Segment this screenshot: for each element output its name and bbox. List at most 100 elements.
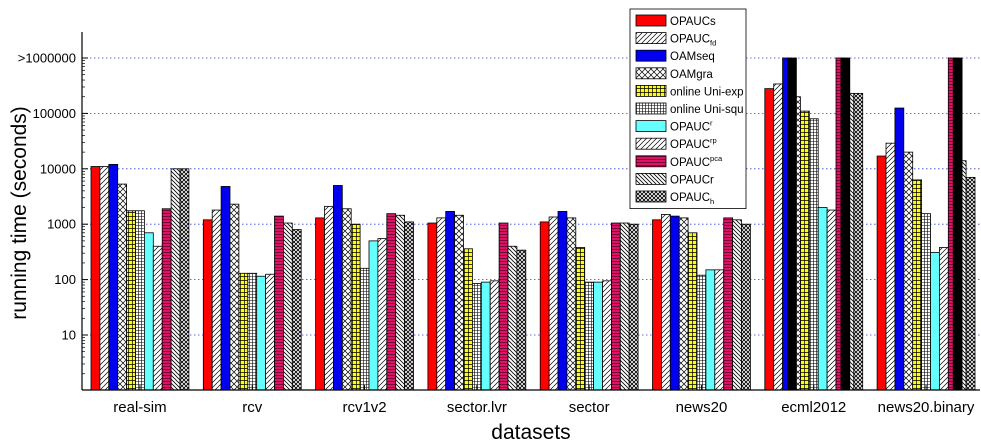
- bar-rcv-5: [238, 272, 249, 391]
- y-axis-title: running time (seconds): [8, 106, 31, 320]
- bar-real-sim-3: [108, 164, 119, 391]
- legend-swatch: [635, 155, 667, 168]
- x-axis-title: datasets: [491, 421, 570, 444]
- x-tick-labels: real-sim rcv rcv1v2 sector.lvr sector news20 e…: [113, 385, 975, 416]
- legend-swatch: [635, 190, 667, 203]
- x-tick-label: rcv1v2: [342, 399, 386, 416]
- bar-sector-8: [602, 280, 612, 391]
- bar-news20-7: [705, 269, 716, 391]
- bar-news20-6: [696, 274, 707, 391]
- legend-label-subscript: fd: [710, 39, 716, 48]
- legend-label-superscript: rp: [710, 136, 717, 145]
- bar-sector.lvr-5: [463, 248, 473, 391]
- axes: [81, 32, 980, 391]
- bar-rcv1v2-9: [386, 213, 397, 391]
- y-tick-label: 10: [62, 328, 76, 343]
- bar-rcv1v2-5: [350, 223, 361, 391]
- bar-rcv1v2-11: [404, 221, 414, 391]
- legend-label-text: OPAUC: [670, 34, 710, 46]
- bar-rcv1v2-4: [341, 208, 352, 391]
- bar-sector-5: [575, 247, 586, 391]
- x-tick-label: news20: [676, 399, 728, 416]
- bar-rcv1v2-7: [368, 240, 379, 391]
- bar-sector-1: [539, 221, 550, 391]
- bar-sector.lvr-7: [480, 281, 491, 391]
- overlay-bar-news20.binary: [952, 57, 963, 391]
- y-tick-label: 100000: [33, 106, 76, 121]
- bar-news20.binary-4: [903, 151, 914, 391]
- bar-news20.binary-5: [912, 179, 923, 391]
- bar-news20.binary-2: [885, 142, 896, 391]
- bar-news20-8: [714, 269, 725, 391]
- bar-real-sim-10: [170, 168, 181, 391]
- bar-ecml2012-8: [826, 209, 837, 391]
- bar-rcv-7: [256, 275, 267, 391]
- bar-news20-3: [669, 215, 680, 391]
- bar-sector.lvr-6: [471, 283, 482, 391]
- bar-real-sim-6: [135, 210, 145, 391]
- bar-rcv-11: [291, 229, 302, 391]
- legend-swatch: [635, 102, 667, 115]
- bar-news20-5: [687, 232, 698, 391]
- bar-news20.binary-3: [894, 107, 905, 391]
- bar-news20.binary-1: [876, 155, 887, 391]
- y-tick-label: 100: [54, 272, 76, 287]
- legend-label-text: OPAUC: [670, 139, 710, 151]
- legend-label-text: OAMseq: [670, 51, 715, 63]
- bar-rcv1v2-10: [395, 214, 406, 391]
- legend-swatch: [635, 85, 667, 97]
- bar-rcv-4: [229, 203, 240, 391]
- bar-ecml2012-2: [773, 83, 784, 391]
- bar-ecml2012-5: [800, 110, 810, 391]
- bar-sector.lvr-8: [489, 280, 500, 391]
- bar-sector.lvr-1: [427, 222, 438, 391]
- legend-label-text: OPAUCr: [670, 174, 714, 186]
- legend-label: OAMgra: [670, 69, 713, 81]
- overlay-bar-ecml2012: [840, 57, 851, 391]
- legend-label-text: OPAUCs: [670, 16, 716, 28]
- legend-label-text: OPAUC: [670, 122, 710, 134]
- bar-news20-4: [678, 217, 689, 391]
- y-tick-label: >1000000: [18, 51, 76, 66]
- bar-sector-3: [557, 211, 568, 391]
- bar-real-sim-2: [99, 166, 110, 391]
- bar-sector-6: [584, 281, 595, 391]
- legend-label-text: online Uni-squ: [670, 104, 744, 116]
- bar-real-sim-4: [117, 183, 127, 391]
- bar-rcv-9: [274, 215, 284, 391]
- bar-rcv-8: [265, 273, 275, 391]
- bar-ecml2012-6: [808, 118, 819, 391]
- bar-sector.lvr-9: [498, 222, 509, 391]
- bar-news20.binary-11: [965, 176, 976, 391]
- y-ticks: 10 100 1000 10000 100000 >1000000: [18, 51, 88, 375]
- y-tick-label: 10000: [40, 161, 76, 176]
- y-tick-label: 1000: [47, 217, 76, 232]
- bar-sector-10: [619, 222, 630, 391]
- bar-ecml2012-11: [853, 92, 864, 391]
- bar-sector.lvr-3: [445, 211, 456, 391]
- bar-rcv-10: [282, 222, 293, 391]
- bar-sector.lvr-10: [507, 245, 518, 391]
- legend-swatch: [635, 67, 667, 80]
- bar-rcv1v2-8: [377, 238, 388, 391]
- bar-rcv-6: [247, 272, 258, 391]
- bar-rcv-1: [202, 219, 213, 391]
- bar-real-sim-1: [90, 166, 101, 391]
- bar-sector-4: [566, 217, 577, 391]
- legend-swatch: [635, 32, 667, 44]
- bar-news20.binary-7: [930, 251, 940, 391]
- legend-label-subscript: h: [710, 197, 714, 206]
- legend-label: OPAUCrp: [670, 136, 717, 151]
- x-tick-label: sector: [569, 399, 610, 416]
- bar-real-sim-8: [152, 245, 163, 391]
- bar-real-sim-9: [161, 208, 172, 391]
- legend-label-text: OAMgra: [670, 69, 713, 81]
- legend-label: OPAUCs: [670, 16, 716, 28]
- bar-news20-11: [741, 223, 751, 391]
- bar-rcv-3: [220, 186, 231, 391]
- legend-label-superscript: r: [710, 119, 713, 128]
- legend-label-superscript: pca: [710, 154, 723, 163]
- bar-sector-9: [611, 222, 621, 391]
- bar-sector-7: [593, 281, 603, 391]
